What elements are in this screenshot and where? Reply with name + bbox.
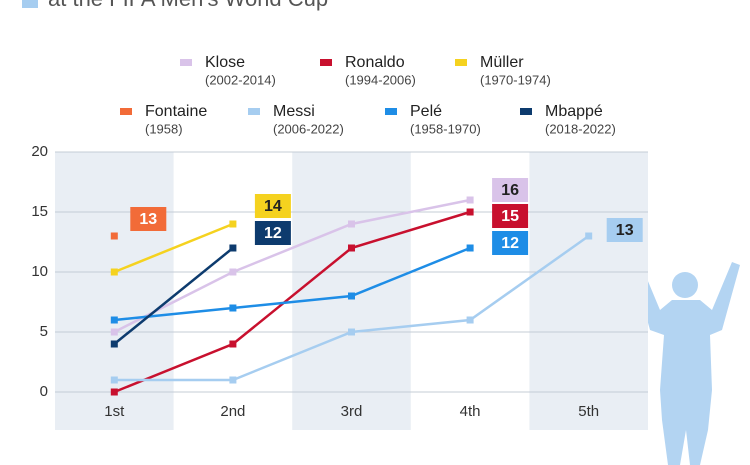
y-tick-label: 0 (40, 383, 48, 400)
y-tick-label: 20 (31, 143, 48, 160)
series-line (114, 246, 471, 322)
y-tick-label: 5 (40, 323, 48, 340)
value-label: 12 (264, 225, 282, 242)
value-label-box (492, 231, 529, 255)
x-tick-label: 2nd (220, 403, 245, 420)
data-point (229, 220, 237, 228)
legend-label: Müller (480, 54, 524, 71)
legend-label: Klose (205, 54, 245, 71)
y-tick-label: 10 (31, 263, 48, 280)
x-tick-label: 5th (578, 403, 599, 420)
legend-period: (1958-1970) (410, 121, 481, 136)
chart-title: at the FIFA Men's World Cup (48, 0, 328, 11)
data-point (229, 268, 237, 276)
legend-period: (1970-1974) (480, 72, 551, 87)
legend-period: (1958) (145, 121, 183, 136)
value-label: 12 (501, 235, 519, 252)
value-label: 15 (501, 208, 519, 225)
player-figure (632, 262, 740, 465)
legend-label: Fontaine (145, 103, 207, 120)
legend-label: Messi (273, 103, 315, 120)
data-point (466, 208, 474, 216)
legend-label: Mbappé (545, 103, 603, 120)
value-label: 13 (616, 222, 634, 239)
legend-period: (2006-2022) (273, 121, 344, 136)
legend-period: (2018-2022) (545, 121, 616, 136)
value-label-box (130, 207, 167, 231)
data-point (110, 340, 118, 348)
column-band (292, 152, 411, 430)
legend-swatch (320, 59, 332, 66)
legend-period: (1994-2006) (345, 72, 416, 87)
data-point (229, 340, 237, 348)
column-band (55, 152, 174, 430)
data-point (585, 232, 593, 240)
x-tick-label: 1st (104, 403, 125, 420)
data-point (110, 376, 118, 384)
legend-swatch (180, 59, 192, 66)
value-label-box (492, 178, 529, 202)
legend-period: (2002-2014) (205, 72, 276, 87)
data-point (110, 388, 118, 396)
value-label: 14 (264, 198, 282, 215)
title-icon (22, 0, 38, 8)
value-label-box (492, 204, 529, 228)
legend-swatch (120, 108, 132, 115)
series-line (113, 222, 234, 274)
data-point (110, 232, 118, 240)
legend-swatch (455, 59, 467, 66)
value-label-box (606, 218, 643, 242)
data-point (110, 328, 118, 336)
value-label-box (254, 221, 291, 245)
data-point (110, 268, 118, 276)
column-band (529, 152, 648, 430)
legend-swatch (248, 108, 260, 115)
legend-label: Pelé (410, 103, 442, 120)
x-tick-label: 4th (460, 403, 481, 420)
data-point (348, 244, 355, 252)
series-line (113, 198, 471, 334)
legend-label: Ronaldo (345, 54, 405, 71)
legend-swatch (385, 108, 397, 115)
plot-background (55, 152, 648, 430)
data-point (110, 316, 118, 324)
x-tick-label: 3rd (341, 403, 363, 420)
series-line (113, 247, 234, 345)
data-point (229, 304, 237, 312)
data-point (348, 292, 355, 300)
data-point (229, 376, 237, 384)
series-line (113, 210, 471, 394)
value-label-box (254, 194, 291, 218)
data-point (348, 220, 355, 228)
value-label: 16 (501, 182, 519, 199)
legend-swatch (520, 108, 532, 115)
data-point (466, 196, 474, 204)
data-point (229, 244, 237, 252)
data-point (466, 244, 474, 252)
value-label: 13 (139, 211, 157, 228)
y-tick-label: 15 (31, 203, 48, 220)
data-point (466, 316, 474, 324)
data-point (348, 328, 355, 336)
